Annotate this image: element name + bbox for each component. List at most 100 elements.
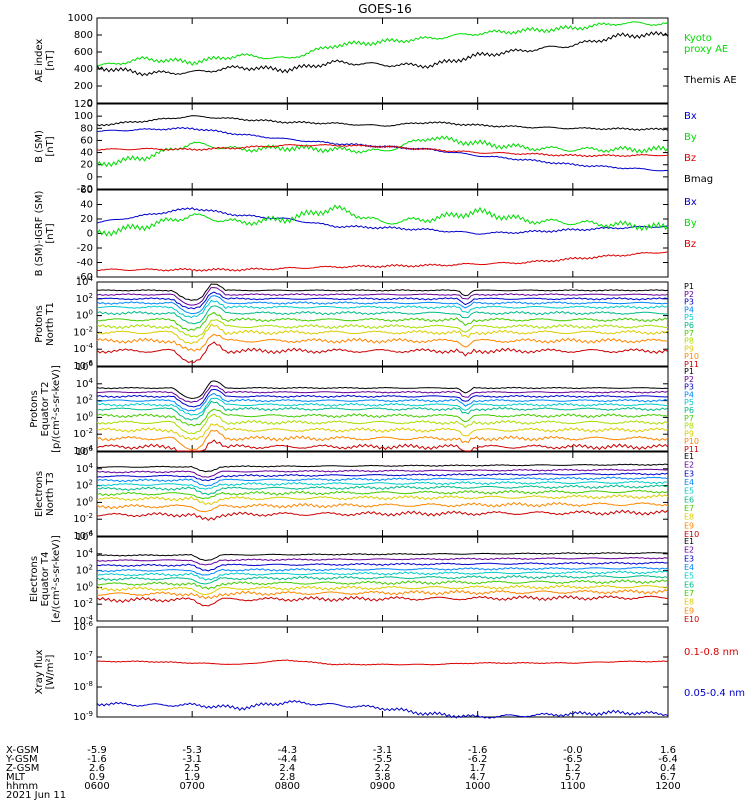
legend-entry: P3 xyxy=(684,383,694,392)
y-tick-label: 100 xyxy=(76,309,93,322)
y-axis-label: [e/(cm²-s-sr-keV)] xyxy=(51,535,62,623)
y-tick-label: 1000 xyxy=(68,13,93,24)
y-tick-label: 60 xyxy=(80,135,93,146)
series-line xyxy=(96,468,668,478)
y-axis-label: Electrons xyxy=(29,556,40,602)
series-line xyxy=(96,509,669,521)
y-axis-label: Equator T4 xyxy=(40,552,51,607)
series-line xyxy=(96,311,669,332)
footer-value: -4.3 xyxy=(278,745,298,756)
y-axis-label: North T3 xyxy=(45,472,56,516)
footer-value: 2.8 xyxy=(279,772,295,783)
legend-entry: E10 xyxy=(684,530,699,539)
y-tick-label: 0 xyxy=(87,229,93,240)
series-line xyxy=(96,429,669,451)
footer-value: 2.6 xyxy=(89,763,105,774)
legend-entry: E6 xyxy=(684,495,694,504)
footer-value: 0.9 xyxy=(89,772,105,783)
series-line xyxy=(96,392,669,412)
series-line xyxy=(96,319,669,338)
y-axis-label: Xray flux xyxy=(34,650,45,695)
footer-value: -5.3 xyxy=(182,745,202,756)
y-tick-label: 106 xyxy=(76,360,94,373)
series-line xyxy=(96,561,669,572)
y-axis-label: [W/m²] xyxy=(45,654,56,689)
legend-entry: E9 xyxy=(684,606,694,615)
series-line xyxy=(96,584,669,596)
panel-frame xyxy=(96,536,669,622)
footer-row-label: Y-GSM xyxy=(5,754,38,765)
legend-entry: P5 xyxy=(684,313,694,322)
series-line xyxy=(96,494,669,506)
series-line xyxy=(96,143,669,158)
legend-entry: Kyoto xyxy=(684,33,712,44)
series-line xyxy=(96,472,669,482)
series-line xyxy=(96,439,669,452)
footer-row-label: hhmm xyxy=(6,781,38,792)
legend-entry: P4 xyxy=(684,390,694,399)
legend-entry: P7 xyxy=(684,329,694,338)
legend-entry: E9 xyxy=(684,521,694,530)
legend-entry: By xyxy=(684,132,697,143)
footer-value: -1.6 xyxy=(87,754,107,765)
y-tick-label: 104 xyxy=(76,547,94,560)
legend-entry: P10 xyxy=(684,437,699,446)
y-tick-label: 104 xyxy=(76,377,94,390)
series-line xyxy=(96,287,669,306)
series-line xyxy=(96,295,669,315)
series-line xyxy=(96,400,669,421)
footer-value: 0600 xyxy=(84,781,109,792)
legend-entry: E5 xyxy=(684,572,694,581)
series-line xyxy=(96,579,669,590)
y-tick-label: 100 xyxy=(76,580,93,593)
y-tick-label: 102 xyxy=(76,292,93,305)
y-tick-label: 106 xyxy=(76,530,94,543)
legend-entry: P6 xyxy=(684,406,694,415)
y-tick-label: -20 xyxy=(77,243,93,254)
series-line xyxy=(96,299,669,319)
y-tick-label: 104 xyxy=(76,462,94,475)
footer-value: -3.1 xyxy=(373,745,393,756)
footer-value: 0800 xyxy=(275,781,300,792)
footer-value: 3.8 xyxy=(375,772,391,783)
y-tick-label: 102 xyxy=(76,564,93,577)
y-axis-label: [nT] xyxy=(45,50,56,70)
panel-frame xyxy=(96,17,669,104)
legend-entry: P9 xyxy=(684,344,694,353)
series-line xyxy=(96,380,669,399)
legend-entry: 0.1-0.8 nm xyxy=(684,647,739,658)
y-tick-label: 400 xyxy=(74,64,93,75)
y-tick-label: 20 xyxy=(80,214,93,225)
legend-entry: P6 xyxy=(684,321,694,330)
y-axis-label: North T1 xyxy=(45,302,56,346)
series-line xyxy=(96,384,669,403)
footer-row-label: Z-GSM xyxy=(6,763,39,774)
series-line xyxy=(96,126,669,172)
footer-value: 2.4 xyxy=(279,763,295,774)
y-tick-label: 10-2 xyxy=(73,325,93,338)
y-tick-label: 0 xyxy=(87,172,93,183)
panel-frame xyxy=(96,189,669,278)
y-axis-label: B (SM)-IGRF (SM) xyxy=(34,191,45,277)
y-tick-label: 102 xyxy=(76,479,93,492)
legend-entry: Bz xyxy=(684,153,696,164)
footer-value: 0.4 xyxy=(660,763,676,774)
y-tick-label: -40 xyxy=(77,258,93,269)
series-line xyxy=(96,388,669,408)
footer-value: -5.9 xyxy=(87,745,107,756)
footer-value: -3.1 xyxy=(182,754,202,765)
series-line xyxy=(96,21,669,67)
legend-entry: E3 xyxy=(684,554,694,563)
legend-entry: P8 xyxy=(684,337,694,346)
y-tick-label: 10-4 xyxy=(73,342,93,355)
legend-entry: P7 xyxy=(684,414,694,423)
series-line xyxy=(96,323,669,345)
series-line xyxy=(96,251,669,272)
footer-value: 1000 xyxy=(465,781,490,792)
footer-value: 1.7 xyxy=(470,763,486,774)
y-axis-label: Protons xyxy=(29,390,40,427)
y-axis-label: [nT] xyxy=(45,223,56,243)
legend-entry: E8 xyxy=(684,513,694,522)
panel-frame xyxy=(96,626,669,718)
